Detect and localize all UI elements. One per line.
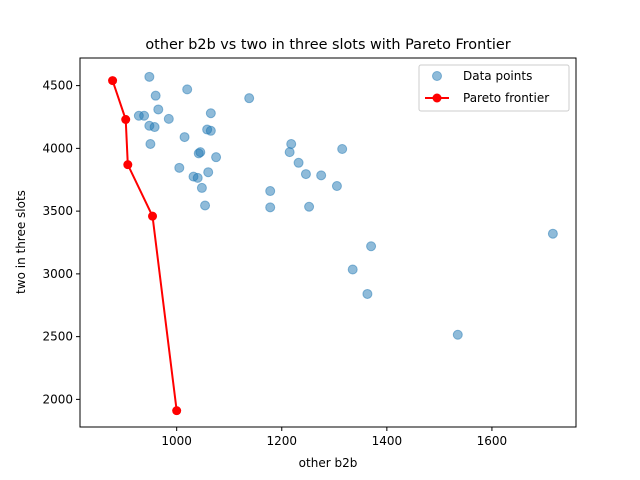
data-point xyxy=(182,84,193,95)
data-point xyxy=(293,157,304,168)
data-point xyxy=(265,186,276,197)
data-point xyxy=(163,113,174,124)
legend-box xyxy=(418,64,570,112)
plot-frame xyxy=(79,57,577,428)
data-point xyxy=(265,202,276,213)
data-point xyxy=(145,138,156,149)
pareto-line xyxy=(111,80,178,411)
data-point xyxy=(331,181,342,192)
y-tick-label: 4000 xyxy=(42,141,73,155)
y-axis-title: two in three slots xyxy=(14,190,28,294)
data-point xyxy=(205,108,216,119)
data-point xyxy=(174,162,185,173)
pareto-point xyxy=(108,76,118,86)
y-tick-label: 2000 xyxy=(42,392,73,406)
x-tick-label: 1400 xyxy=(372,434,403,448)
x-axis: 1000 1200 1400 1600 xyxy=(161,427,507,448)
data-point xyxy=(150,90,161,101)
data-point xyxy=(547,228,558,239)
data-point xyxy=(337,143,348,154)
y-tick-label: 3000 xyxy=(42,267,73,281)
data-point xyxy=(316,170,327,181)
data-point xyxy=(205,125,216,136)
y-axis: 2000 2500 3000 3500 4000 4500 xyxy=(42,79,80,406)
data-point xyxy=(149,122,160,133)
data-point xyxy=(196,182,207,193)
data-point xyxy=(452,329,463,340)
x-tick-label: 1200 xyxy=(266,434,297,448)
pareto-point xyxy=(123,160,133,170)
data-point xyxy=(244,93,255,104)
data-point xyxy=(362,288,373,299)
data-point xyxy=(179,132,190,143)
x-axis-title: other b2b xyxy=(299,456,358,470)
pareto-point xyxy=(121,115,131,124)
plot-area xyxy=(108,71,558,416)
legend-label-data-points: Data points xyxy=(463,69,532,83)
data-point xyxy=(284,147,295,158)
data-point xyxy=(192,172,203,183)
x-tick-label: 1600 xyxy=(477,434,508,448)
data-point xyxy=(195,147,206,158)
y-tick-label: 4500 xyxy=(42,79,73,93)
y-tick-label: 2500 xyxy=(42,330,73,344)
legend-marker-data-points xyxy=(432,71,442,81)
data-point xyxy=(203,167,214,178)
legend-marker-pareto xyxy=(432,93,442,103)
data-point xyxy=(304,201,315,212)
data-point xyxy=(211,152,222,163)
x-tick-label: 1000 xyxy=(161,434,192,448)
data-point xyxy=(200,200,211,211)
data-point xyxy=(347,264,358,275)
data-point xyxy=(300,169,311,180)
chart-title: other b2b vs two in three slots with Par… xyxy=(145,37,510,53)
pareto-point xyxy=(172,406,182,416)
pareto-point xyxy=(148,211,158,221)
legend: Data points Pareto frontier xyxy=(418,64,570,112)
data-point xyxy=(366,241,377,252)
data-point xyxy=(153,104,164,115)
data-point xyxy=(286,138,297,149)
data-point xyxy=(139,110,150,121)
y-tick-label: 3500 xyxy=(42,204,73,218)
data-point xyxy=(144,71,155,82)
legend-label-pareto: Pareto frontier xyxy=(463,91,549,105)
